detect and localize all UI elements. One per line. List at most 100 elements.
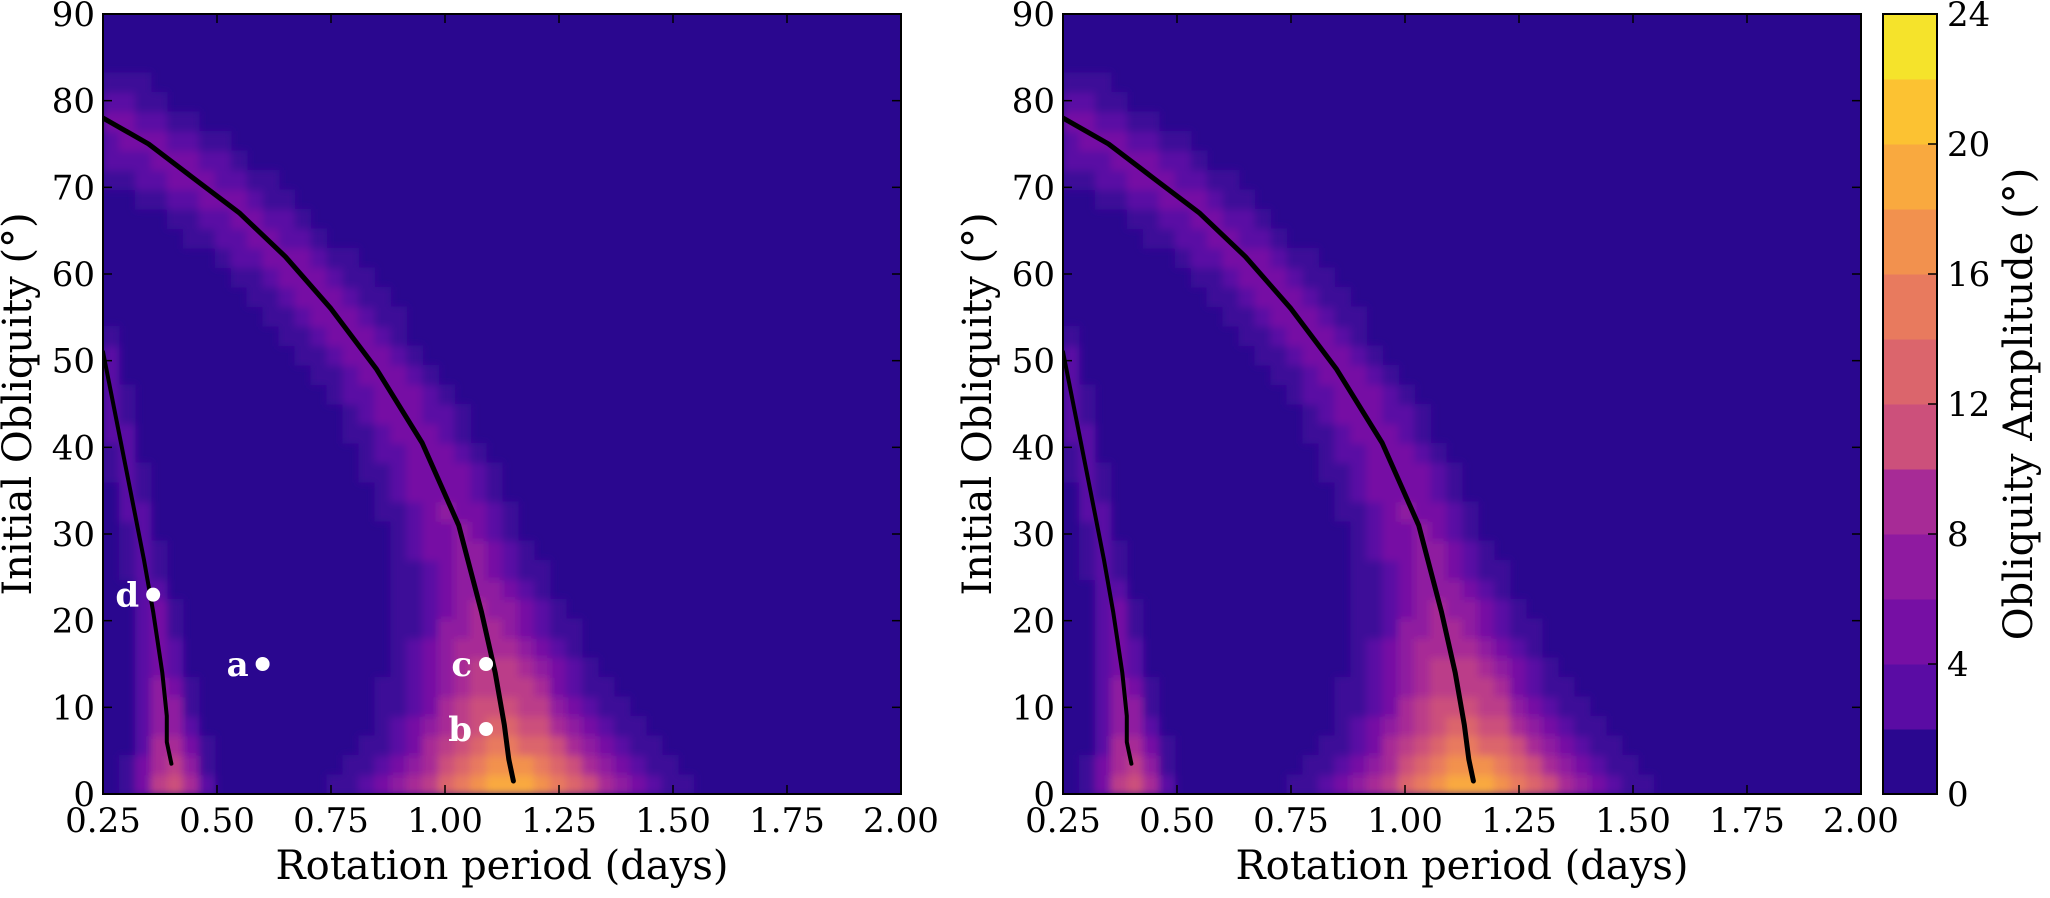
heat-cell — [1094, 501, 1112, 522]
heat-cell — [581, 657, 599, 678]
heat-cell — [198, 774, 216, 794]
heat-cell — [1206, 287, 1224, 308]
heat-cell — [438, 521, 455, 542]
heat-cell — [1366, 774, 1383, 794]
heat-cell — [565, 774, 583, 794]
heat-cell — [166, 677, 184, 698]
heat-cell — [278, 209, 296, 230]
heat-cell — [342, 423, 360, 444]
colorbar-tick-label: 4 — [1947, 645, 1969, 685]
heat-cell — [103, 423, 120, 444]
y-tick-label: 20 — [1012, 602, 1055, 642]
colorbar-level — [1883, 79, 1937, 145]
heat-cell — [629, 755, 647, 776]
heat-cell — [422, 618, 439, 639]
heat-cell — [1334, 696, 1352, 717]
heat-cell — [1414, 638, 1431, 659]
heat-cell — [1430, 755, 1447, 776]
heat-cell — [1110, 774, 1128, 794]
heat-cell — [406, 443, 423, 464]
heat-cell — [486, 462, 503, 483]
heat-cell — [470, 638, 487, 659]
heat-cell — [1094, 189, 1112, 210]
heat-cell — [1366, 501, 1383, 522]
heat-cell — [326, 326, 344, 347]
heat-cell — [565, 657, 583, 678]
heat-cell — [1142, 774, 1160, 794]
heat-cell — [1350, 599, 1368, 620]
heat-cell — [1446, 774, 1463, 794]
heat-cell — [1222, 170, 1240, 191]
heat-cell — [1509, 696, 1527, 717]
heat-cell — [230, 170, 248, 191]
heat-cell — [1142, 228, 1160, 249]
heat-cell — [1525, 735, 1543, 756]
heat-cell — [613, 735, 631, 756]
heat-cell — [390, 696, 408, 717]
heat-cell — [134, 716, 152, 737]
heat-cell — [1430, 735, 1447, 756]
heat-cell — [390, 423, 408, 444]
heat-cell — [1286, 248, 1304, 269]
heat-cell — [1094, 735, 1112, 756]
heat-cell — [134, 696, 152, 717]
heat-cell — [390, 716, 408, 737]
heat-cell — [1302, 287, 1320, 308]
heat-cell — [1525, 755, 1543, 776]
heat-cell — [358, 365, 376, 386]
heat-cell — [1462, 560, 1479, 581]
heat-cell — [1350, 774, 1368, 794]
heat-cell — [262, 170, 280, 191]
heat-cell — [613, 716, 631, 737]
heat-cell — [422, 501, 439, 522]
heat-cell — [438, 560, 455, 581]
heat-cell — [246, 287, 264, 308]
heat-cell — [198, 131, 216, 152]
heat-cell — [214, 150, 232, 171]
heat-cell — [374, 735, 392, 756]
heat-cell — [230, 150, 248, 171]
heat-cell — [134, 638, 152, 659]
heat-cell — [374, 696, 392, 717]
heat-cell — [1318, 443, 1336, 464]
heat-cell — [1493, 696, 1511, 717]
heat-cell — [1382, 599, 1399, 620]
heat-cell — [470, 735, 487, 756]
heat-cell — [1078, 92, 1096, 113]
heat-cell — [1366, 716, 1383, 737]
heat-cell — [1334, 501, 1352, 522]
heat-cell — [182, 696, 200, 717]
heat-cell — [645, 755, 663, 776]
heat-cell — [1446, 540, 1463, 561]
heat-cell — [549, 755, 567, 776]
heat-cell — [1238, 189, 1256, 210]
heat-cell — [390, 755, 408, 776]
heat-cell — [438, 443, 455, 464]
heat-cell — [454, 482, 471, 503]
heat-cell — [406, 345, 423, 366]
heat-cell — [486, 482, 503, 503]
heat-cell — [342, 365, 360, 386]
heat-cell — [422, 755, 439, 776]
y-tick-label: 30 — [52, 515, 95, 555]
heat-cell — [645, 735, 663, 756]
heat-cell — [1493, 677, 1511, 698]
heat-cell — [1254, 228, 1272, 249]
heat-cell — [1063, 462, 1080, 483]
heat-cell — [422, 774, 439, 794]
heat-cell — [182, 111, 200, 132]
heat-cell — [1414, 462, 1431, 483]
heat-cell — [103, 131, 120, 152]
heat-cell — [1398, 657, 1415, 678]
heat-cell — [486, 755, 503, 776]
heat-cell — [1334, 326, 1352, 347]
heat-cell — [182, 228, 200, 249]
heat-cell — [1557, 735, 1575, 756]
plot-frame — [1062, 13, 1862, 795]
heat-cell — [166, 696, 184, 717]
heat-cell — [1350, 696, 1368, 717]
heat-cell — [1366, 696, 1383, 717]
heat-cell — [1254, 306, 1272, 327]
heat-cell — [1493, 774, 1511, 794]
heat-cell — [1094, 92, 1112, 113]
